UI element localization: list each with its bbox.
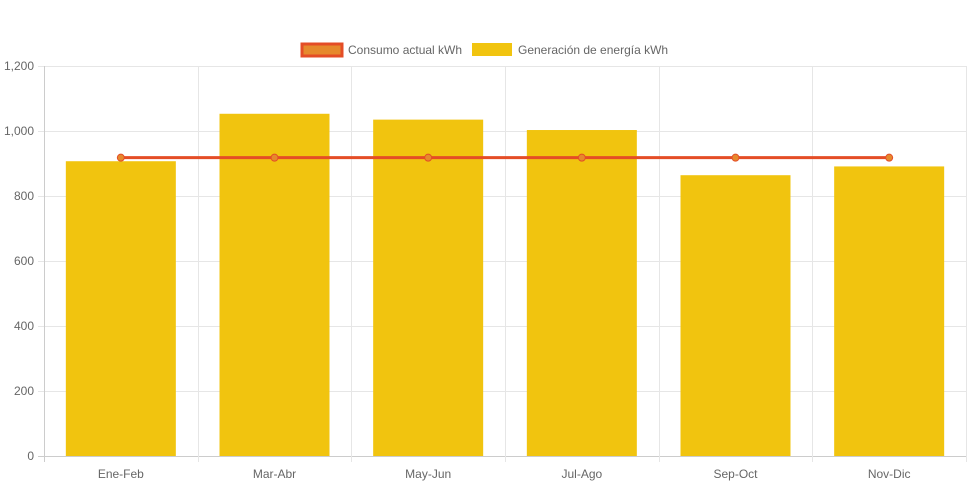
legend: Consumo actual kWh Generación de energía … [300,42,668,58]
x-tick-label: Sep-Oct [713,467,758,481]
y-tick-label: 800 [14,189,34,203]
x-tick-label: Nov-Dic [868,467,911,481]
y-tick-label: 0 [27,449,34,463]
legend-item-generacion[interactable]: Generación de energía kWh [472,43,668,57]
x-tick-label: Jul-Ago [561,467,602,481]
y-tick-label: 1,000 [4,124,34,138]
bar-jul-ago[interactable] [526,130,637,456]
y-tick-label: 600 [14,254,34,268]
legend-swatch-consumo [300,42,344,58]
consumo-point-ene-feb[interactable] [116,153,125,162]
bar-sep-oct[interactable] [680,175,791,456]
legend-swatch-generacion [472,43,512,56]
bar-series [65,113,945,457]
grid [38,66,967,462]
y-axis: 0 200 400 600 800 1,000 1,200 [4,59,34,463]
x-tick-label: Ene-Feb [98,467,144,481]
consumo-point-may-jun[interactable] [424,153,433,162]
consumo-point-jul-ago[interactable] [577,153,586,162]
consumo-point-mar-abr[interactable] [270,153,279,162]
bar-ene-feb[interactable] [65,161,176,456]
y-tick-label: 1,200 [4,59,34,73]
x-tick-label: May-Jun [405,467,451,481]
x-axis: Ene-Feb Mar-Abr May-Jun Jul-Ago Sep-Oct Nov-D… [98,467,911,481]
legend-label-generacion: Generación de energía kWh [518,43,668,57]
bar-mar-abr[interactable] [219,113,330,457]
bar-nov-dic[interactable] [834,166,945,457]
y-tick-label: 400 [14,319,34,333]
legend-label-consumo: Consumo actual kWh [348,43,462,57]
x-tick-label: Mar-Abr [253,467,296,481]
consumo-point-sep-oct[interactable] [731,153,740,162]
bar-may-jun[interactable] [373,119,484,456]
y-tick-label: 200 [14,384,34,398]
line-series [116,153,894,162]
legend-item-consumo[interactable]: Consumo actual kWh [300,42,462,58]
consumo-point-nov-dic[interactable] [885,153,894,162]
